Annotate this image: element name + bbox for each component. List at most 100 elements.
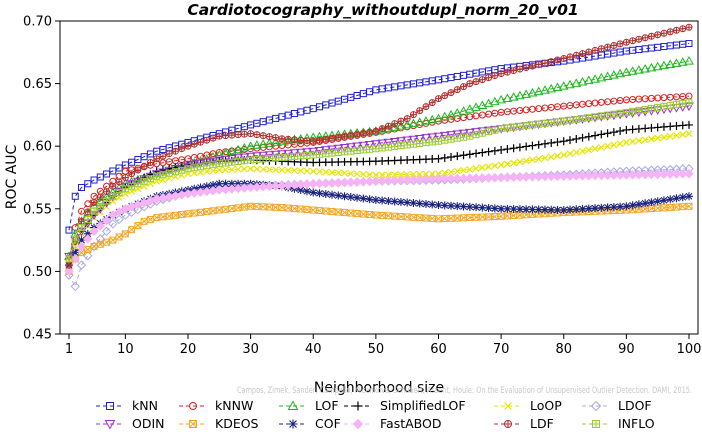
- point-marker-cross: [309, 206, 317, 214]
- point-marker: [478, 164, 486, 172]
- legend-item-simplifiedlof: SimplifiedLOF: [344, 398, 466, 413]
- point-marker-cross: [184, 143, 191, 150]
- point-marker: [528, 205, 537, 214]
- point-marker-cross: [410, 111, 417, 118]
- point-marker-cross: [391, 143, 398, 150]
- point-marker: [133, 177, 143, 187]
- point-marker: [403, 198, 412, 207]
- point-marker-cross: [203, 162, 210, 169]
- point-marker: [76, 241, 87, 252]
- series-ldf: [65, 23, 693, 269]
- point-marker-cross: [235, 131, 242, 138]
- point-marker: [288, 419, 298, 429]
- point-marker: [278, 113, 286, 121]
- point-marker-cross: [635, 205, 643, 213]
- x-tick-label: 20: [180, 342, 197, 357]
- point-marker: [221, 179, 230, 188]
- point-marker: [490, 172, 500, 183]
- point-marker: [585, 146, 593, 154]
- point-marker-cross: [485, 213, 492, 221]
- point-marker: [516, 158, 524, 166]
- point-marker: [121, 167, 129, 175]
- point-marker: [328, 168, 336, 176]
- point-marker: [240, 165, 248, 173]
- point-marker: [678, 169, 688, 179]
- point-marker: [202, 182, 211, 191]
- point-marker-cross: [573, 52, 580, 59]
- point-marker-cross: [66, 255, 72, 262]
- point-marker: [497, 161, 505, 169]
- point-marker-cross: [660, 103, 667, 110]
- point-marker: [434, 154, 443, 163]
- point-marker-cross: [623, 109, 630, 116]
- point-marker-cross: [679, 203, 687, 211]
- point-marker: [578, 204, 587, 213]
- point-marker: [414, 134, 425, 144]
- y-tick-label: 0.65: [23, 77, 52, 92]
- point-marker: [410, 170, 417, 178]
- point-marker-cross: [360, 146, 367, 153]
- point-marker: [389, 137, 400, 147]
- point-marker-cross: [191, 164, 198, 171]
- point-marker-cross: [460, 214, 467, 222]
- point-marker: [327, 145, 337, 154]
- point-marker-cross: [410, 213, 417, 221]
- point-marker: [353, 170, 361, 178]
- point-marker: [591, 204, 600, 213]
- point-marker-cross: [654, 104, 661, 111]
- point-marker-cross: [522, 211, 530, 219]
- x-axis-label: Neighborhood size: [314, 380, 444, 396]
- point-marker: [209, 167, 217, 175]
- point-marker-cross: [510, 212, 517, 219]
- point-marker: [396, 137, 406, 146]
- legend-label: kNN: [132, 398, 158, 413]
- point-marker: [215, 166, 223, 174]
- point-marker: [685, 120, 693, 129]
- point-marker: [83, 229, 92, 238]
- point-marker-cross: [322, 150, 329, 157]
- point-marker: [408, 118, 419, 128]
- point-marker-cross: [316, 207, 323, 214]
- point-marker: [571, 78, 582, 87]
- point-marker: [371, 140, 381, 149]
- point-marker-cross: [272, 134, 279, 141]
- point-marker-cross: [266, 155, 273, 162]
- point-marker: [577, 171, 588, 181]
- point-marker: [465, 173, 475, 183]
- point-marker-cross: [404, 115, 411, 122]
- point-marker: [503, 160, 511, 168]
- point-marker: [234, 165, 242, 173]
- point-marker-cross: [479, 130, 486, 137]
- point-marker-cross: [316, 137, 323, 144]
- point-marker-cross: [504, 124, 511, 131]
- point-marker-cross: [523, 122, 530, 129]
- point-marker: [521, 89, 532, 98]
- point-marker: [508, 172, 519, 182]
- point-marker: [353, 193, 362, 202]
- point-marker: [522, 157, 530, 165]
- point-marker: [104, 420, 116, 430]
- legend-label: SimplifiedLOF: [380, 398, 466, 413]
- legend-label: LOF: [315, 398, 339, 413]
- point-marker-cross: [679, 100, 686, 107]
- legend-label: COF: [315, 416, 341, 431]
- point-marker-cross: [654, 31, 661, 38]
- point-marker: [483, 126, 494, 136]
- point-marker-cross: [466, 214, 474, 221]
- point-marker-cross: [592, 420, 600, 428]
- point-marker: [389, 122, 400, 131]
- point-marker: [390, 197, 399, 206]
- point-marker: [591, 145, 599, 153]
- point-marker-cross: [441, 92, 448, 99]
- point-marker: [89, 226, 99, 237]
- point-marker-cross: [172, 168, 179, 175]
- point-marker: [621, 170, 632, 180]
- point-marker-cross: [241, 131, 248, 138]
- point-marker: [139, 175, 150, 184]
- point-marker: [421, 116, 431, 125]
- point-marker: [465, 150, 474, 159]
- point-marker-cross: [141, 178, 148, 185]
- point-marker: [302, 187, 311, 196]
- point-marker: [303, 106, 311, 114]
- point-marker-cross: [516, 123, 523, 130]
